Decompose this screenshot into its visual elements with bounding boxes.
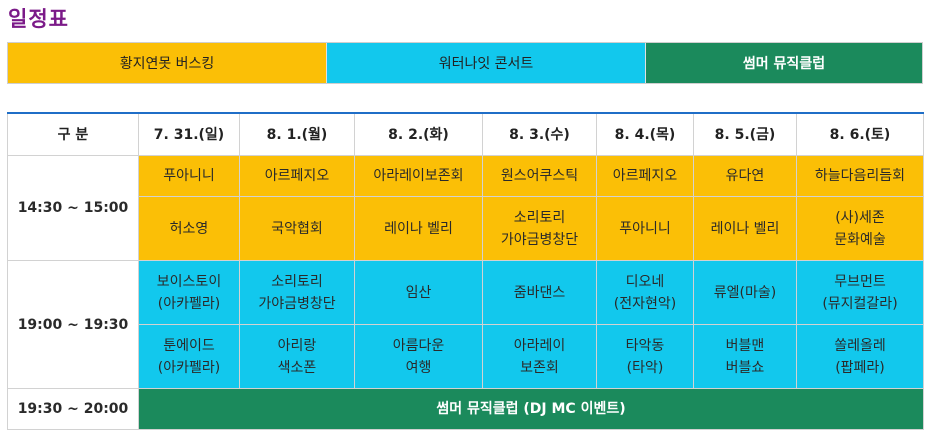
header-cell-date: 8. 6.(토)	[796, 112, 924, 156]
event-cell: 허소영	[138, 196, 240, 261]
header-cell-category: 구 분	[7, 112, 139, 156]
event-cell: 디오네 (전자현악)	[596, 260, 694, 325]
legend-busking: 황지연못 버스킹	[8, 43, 327, 83]
event-line: 버블쇼	[725, 359, 765, 376]
event-line: (팝페라)	[835, 359, 885, 376]
event-line: 허소영	[169, 220, 209, 237]
event-line: 푸아니니	[619, 220, 671, 237]
header-cell-date: 7. 31.(일)	[138, 112, 240, 156]
event-line: (뮤지컬갈라)	[822, 295, 898, 312]
event-line: 툰에이드	[163, 337, 215, 354]
event-line: (아카펠라)	[157, 359, 221, 376]
legend-summer-music-club: 썸머 뮤직클럽	[646, 43, 922, 83]
event-line: 레이나 벨리	[384, 220, 453, 237]
event-cell: 아라레이보존회	[354, 155, 483, 197]
legend: 황지연못 버스킹 워터나잇 콘서트 썸머 뮤직클럽	[7, 42, 923, 84]
event-cell: 하늘다음리듬회	[796, 155, 924, 197]
table-row: 14:30 ~ 15:00 푸아니니 아르페지오 아라레이보존회 원스어쿠스틱 …	[7, 155, 924, 261]
event-cell: 푸아니니	[138, 155, 240, 197]
event-line: 임산	[405, 284, 432, 301]
event-line: 가야금병창단	[258, 295, 336, 312]
event-line: 푸아니니	[163, 168, 215, 184]
event-cell: 보이스토이 (아카펠라)	[138, 260, 240, 325]
time-slot-cell: 14:30 ~ 15:00	[7, 155, 139, 261]
event-cell: 아르페지오	[596, 155, 694, 197]
event-cell: 쏠레올레 (팝페라)	[796, 324, 924, 389]
event-line: (아카펠라)	[157, 295, 221, 312]
header-cell-date: 8. 1.(월)	[239, 112, 355, 156]
event-line: 줌바댄스	[513, 284, 566, 301]
event-line: 여행	[405, 359, 432, 376]
time-slot-cell: 19:00 ~ 19:30	[7, 260, 139, 389]
event-line: 타악동	[625, 337, 665, 354]
event-line: 류엘(마술)	[713, 284, 777, 301]
event-line: (전자현악)	[613, 295, 677, 312]
page-title: 일정표	[8, 7, 69, 31]
event-line: 원스어쿠스틱	[500, 168, 579, 184]
event-cell: 타악동 (타악)	[596, 324, 694, 389]
event-line: 가야금병창단	[500, 231, 579, 248]
event-cell: 아르페지오	[239, 155, 355, 197]
event-cell: 줌바댄스	[482, 260, 597, 325]
event-cell: 임산	[354, 260, 483, 325]
event-line: 아르페지오	[612, 168, 678, 184]
header-cell-date: 8. 4.(목)	[596, 112, 694, 156]
event-cell: 무브먼트 (뮤지컬갈라)	[796, 260, 924, 325]
event-line: 문화예술	[834, 231, 886, 248]
event-cell: 레이나 벨리	[693, 196, 797, 261]
table-row: 19:00 ~ 19:30 보이스토이 (아카펠라) 소리토리 가야금병창단 임산 …	[7, 260, 924, 389]
event-line: 소리토리	[271, 273, 323, 290]
event-line: 무브먼트	[834, 273, 886, 290]
event-line: 쏠레올레	[834, 337, 886, 354]
event-cell: 원스어쿠스틱	[482, 155, 597, 197]
event-line: 아르페지오	[264, 168, 330, 184]
event-line: (타악)	[626, 359, 664, 376]
event-line: 아라레이	[513, 337, 566, 354]
event-line: 버블맨	[725, 337, 765, 354]
event-line: (사)세존	[835, 209, 885, 226]
event-line: 레이나 벨리	[710, 220, 780, 237]
event-line: 아라레이보존회	[373, 168, 464, 184]
event-line: 국악협회	[271, 220, 323, 237]
event-line: 하늘다음리듬회	[814, 168, 906, 184]
event-cell: 국악협회	[239, 196, 355, 261]
table-row: 19:30 ~ 20:00 썸머 뮤직클럽 (DJ MC 이벤트)	[7, 388, 924, 430]
event-cell: 류엘(마술)	[693, 260, 797, 325]
event-cell: 유다연	[693, 155, 797, 197]
header-cell-date: 8. 5.(금)	[693, 112, 797, 156]
event-line: 아름다운	[392, 337, 445, 354]
time-slot-cell: 19:30 ~ 20:00	[7, 388, 139, 430]
event-line: 아리랑	[277, 337, 317, 354]
header-cell-date: 8. 2.(화)	[354, 112, 483, 156]
event-line: 색소폰	[277, 359, 317, 376]
event-cell: 푸아니니	[596, 196, 694, 261]
header-row: 구 분 7. 31.(일) 8. 1.(월) 8. 2.(화) 8. 3.(수)…	[7, 112, 924, 156]
music-club-cell: 썸머 뮤직클럽 (DJ MC 이벤트)	[138, 388, 924, 430]
event-cell: 툰에이드 (아카펠라)	[138, 324, 240, 389]
header-cell-date: 8. 3.(수)	[482, 112, 597, 156]
event-line: 소리토리	[513, 209, 566, 226]
event-cell: 레이나 벨리	[354, 196, 483, 261]
legend-water-night-concert: 워터나잇 콘서트	[327, 43, 646, 83]
event-line: 디오네	[625, 273, 665, 290]
event-line: 보이스토이	[156, 273, 222, 290]
event-line: 보존회	[520, 359, 559, 376]
event-line: 유다연	[725, 168, 765, 184]
schedule-table: 구 분 7. 31.(일) 8. 1.(월) 8. 2.(화) 8. 3.(수)…	[7, 112, 924, 430]
